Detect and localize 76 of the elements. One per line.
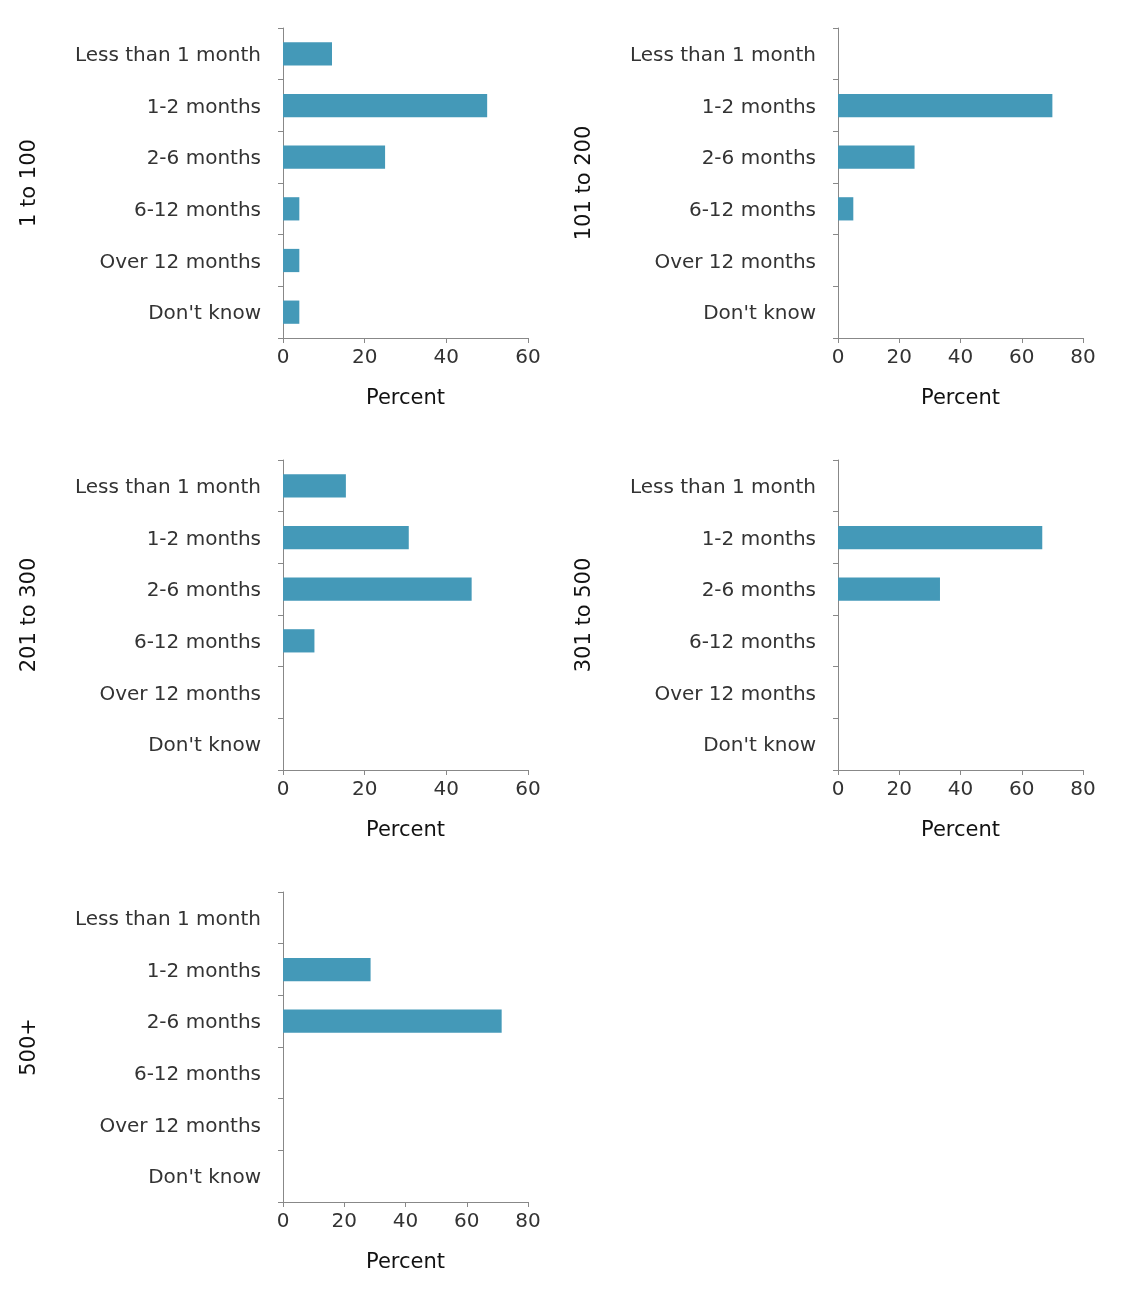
- x-tick-label: 80: [515, 1208, 541, 1232]
- bar: [283, 629, 315, 653]
- y-tick-label: Less than 1 month: [74, 905, 261, 930]
- y-tick-label: 2-6 months: [146, 145, 261, 170]
- y-tick-label: 6-12 months: [133, 196, 261, 221]
- y-tick-label: Less than 1 month: [629, 473, 816, 498]
- x-tick-label: 0: [276, 1208, 290, 1232]
- y-tick-label: 2-6 months: [146, 577, 261, 602]
- x-tick-label: 40: [947, 776, 974, 800]
- y-tick-label: Don't know: [148, 732, 261, 757]
- x-axis-title: Percent: [920, 384, 1001, 409]
- y-tick-label: Less than 1 month: [74, 41, 261, 66]
- y-tick-label: 2-6 months: [146, 1009, 261, 1034]
- x-tick-label: 60: [515, 344, 541, 368]
- bar: [283, 525, 409, 550]
- y-tick-label: 2-6 months: [701, 577, 816, 602]
- bar: [283, 197, 300, 221]
- y-tick-label: Over 12 months: [99, 1112, 261, 1137]
- x-axis-title: Percent: [920, 816, 1001, 841]
- y-tick-label: 1-2 months: [146, 93, 261, 118]
- bar: [283, 248, 300, 273]
- x-tick-label: 80: [1070, 776, 1096, 800]
- y-tick-label: 2-6 months: [701, 145, 816, 170]
- bar: [838, 145, 915, 169]
- x-tick-label: 20: [886, 344, 912, 368]
- x-tick-label: 60: [1009, 344, 1035, 368]
- x-tick-label: 40: [433, 344, 460, 368]
- y-tick-label: 1-2 months: [146, 525, 261, 550]
- bar: [838, 197, 854, 221]
- x-tick-label: 20: [886, 776, 912, 800]
- bar: [283, 145, 386, 169]
- y-axis-title: 301 to 500: [570, 557, 595, 673]
- x-axis-title: Percent: [365, 384, 446, 409]
- y-tick-label: 1-2 months: [701, 93, 816, 118]
- x-tick-label: 0: [831, 776, 845, 800]
- x-tick-label: 0: [831, 344, 845, 368]
- y-tick-label: Don't know: [148, 300, 261, 325]
- x-tick-label: 0: [276, 344, 290, 368]
- y-tick-label: Don't know: [703, 300, 816, 325]
- x-tick-label: 0: [276, 776, 290, 800]
- x-tick-label: 20: [331, 1208, 357, 1232]
- y-tick-label: Less than 1 month: [74, 473, 261, 498]
- y-tick-label: Over 12 months: [99, 680, 261, 705]
- x-tick-label: 60: [515, 776, 541, 800]
- bar: [283, 300, 300, 324]
- bar: [283, 577, 472, 601]
- bar: [283, 474, 346, 498]
- x-tick-label: 20: [351, 344, 378, 368]
- y-axis-title: 201 to 300: [15, 557, 40, 673]
- y-tick-label: Don't know: [703, 732, 816, 757]
- y-tick-label: 1-2 months: [701, 525, 816, 550]
- x-tick-label: 40: [392, 1208, 419, 1232]
- bar: [838, 93, 1053, 118]
- y-tick-label: Over 12 months: [654, 680, 816, 705]
- y-tick-label: Don't know: [148, 1164, 261, 1189]
- y-tick-label: 6-12 months: [133, 628, 261, 653]
- bar: [283, 93, 488, 118]
- y-tick-label: Over 12 months: [99, 248, 261, 273]
- y-axis-title: 1 to 100: [15, 139, 40, 227]
- x-tick-label: 60: [1009, 776, 1035, 800]
- y-axis-title: 500+: [15, 1018, 40, 1076]
- x-tick-label: 80: [1070, 344, 1096, 368]
- y-tick-label: 1-2 months: [146, 957, 261, 982]
- y-tick-label: Over 12 months: [654, 248, 816, 273]
- y-tick-label: 6-12 months: [133, 1060, 261, 1085]
- x-axis-title: Percent: [365, 816, 446, 841]
- y-tick-label: 6-12 months: [688, 196, 816, 221]
- y-tick-label: 6-12 months: [688, 628, 816, 653]
- x-tick-label: 60: [454, 1208, 480, 1232]
- x-axis-title: Percent: [365, 1248, 446, 1273]
- x-tick-label: 20: [351, 776, 378, 800]
- x-tick-label: 40: [947, 344, 974, 368]
- x-tick-label: 40: [433, 776, 460, 800]
- y-axis-title: 101 to 200: [570, 125, 595, 241]
- bar: [283, 42, 332, 66]
- y-tick-label: Less than 1 month: [629, 41, 816, 66]
